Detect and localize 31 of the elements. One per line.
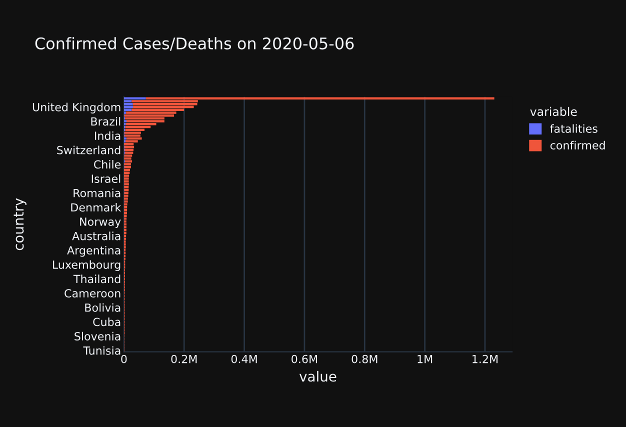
y-tick-label: Cameroon — [64, 289, 120, 298]
chart-title: Confirmed Cases/Deaths on 2020-05-06 — [35, 37, 354, 51]
legend-label: fatalities — [550, 124, 598, 133]
y-tick-label: Romania — [74, 188, 120, 198]
x-tick-label: 0.6M — [292, 354, 318, 364]
x-tick-label: 1.2M — [472, 354, 498, 364]
y-tick-label: Bolivia — [85, 303, 120, 312]
x-axis-title: value — [299, 370, 336, 382]
y-tick-label: Thailand — [73, 274, 120, 284]
x-tick-label: 0.2M — [171, 354, 197, 364]
y-tick-label: Brazil — [91, 117, 120, 126]
y-tick-label: India — [94, 131, 120, 140]
y-tick-label: Tunisia — [83, 346, 120, 355]
y-tick-label: Norway — [80, 218, 121, 228]
y-tick-label: Denmark — [71, 202, 122, 212]
legend-label: confirmed — [550, 140, 605, 150]
y-axis-title: country — [14, 198, 26, 250]
x-tick-label: 0 — [121, 354, 127, 364]
y-tick-label: Slovenia — [74, 332, 120, 340]
legend-title: variable — [530, 106, 577, 116]
y-tick-label: Chile — [94, 160, 121, 169]
y-tick-label: Luxembourg — [53, 260, 120, 272]
y-tick-label: United Kingdom — [32, 102, 120, 114]
y-tick-label: Switzerland — [57, 146, 120, 154]
y-tick-label: Israel — [92, 174, 120, 183]
y-tick-label: Australia — [72, 232, 120, 240]
y-tick-label: Argentina — [67, 246, 120, 257]
y-tick-label: Cuba — [93, 318, 120, 326]
x-tick-label: 1M — [418, 354, 432, 364]
x-tick-label: 0.8M — [352, 354, 378, 364]
x-tick-label: 0.4M — [231, 354, 257, 364]
